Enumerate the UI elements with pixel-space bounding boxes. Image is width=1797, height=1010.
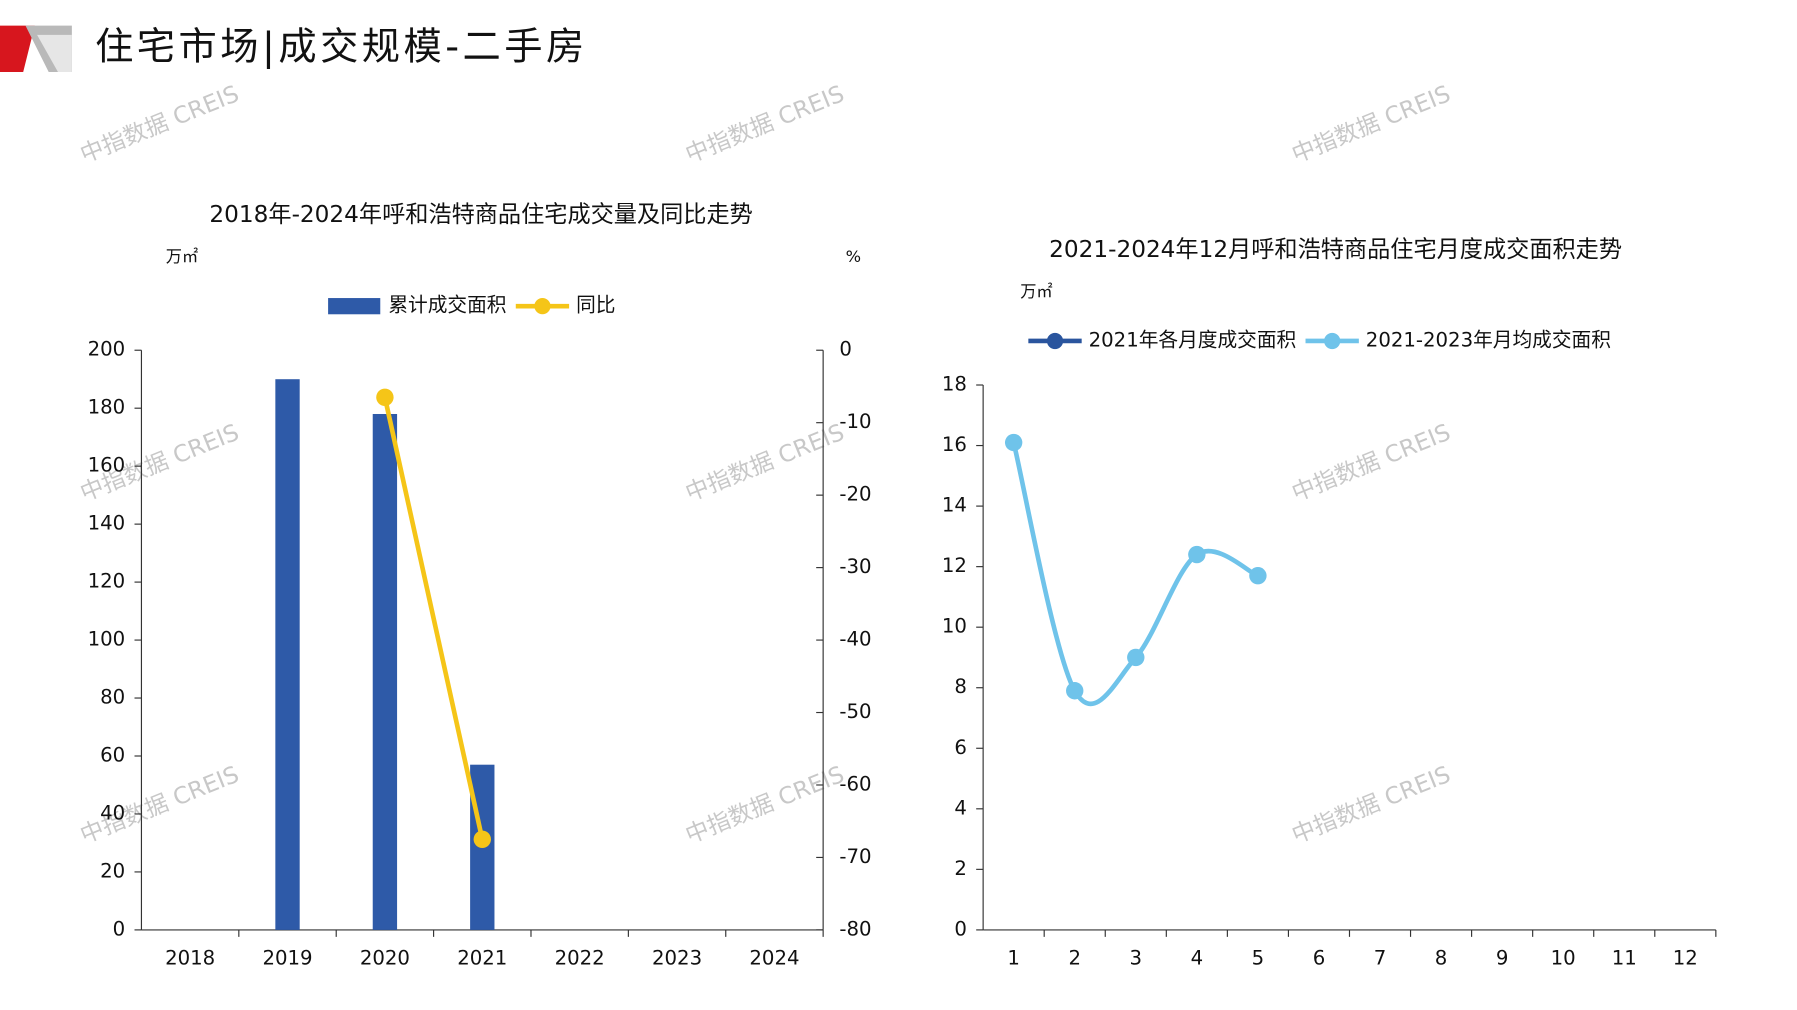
point — [473, 830, 491, 849]
logo-red — [0, 25, 35, 72]
x-tick-label: 4 — [1191, 946, 1204, 969]
y2-axis-unit: % — [846, 247, 861, 266]
legend-label: 同比 — [576, 294, 615, 317]
legend-marker — [1324, 332, 1341, 350]
point — [1004, 433, 1023, 452]
x-tick-label: 5 — [1252, 946, 1265, 969]
legend-marker — [1046, 332, 1064, 350]
legend-label: 累计成交面积 — [388, 294, 506, 317]
y-tick-label: 14 — [942, 494, 967, 517]
y2-tick-label: 0 — [839, 338, 852, 361]
x-tick-label: 2020 — [360, 946, 410, 969]
point — [1249, 567, 1267, 585]
y-axis-unit: 万㎡ — [1020, 282, 1052, 301]
y2-tick-label: -50 — [839, 700, 871, 723]
y-tick-label: 200 — [88, 338, 126, 361]
x-tick-label: 8 — [1435, 946, 1448, 969]
watermark: 中指数据 CREIS — [682, 80, 848, 168]
x-tick-label: 10 — [1551, 946, 1576, 969]
point — [376, 388, 394, 407]
watermark: 中指数据 CREIS — [1288, 419, 1454, 507]
y-tick-label: 18 — [942, 373, 967, 396]
x-tick-label: 2021 — [457, 946, 507, 969]
y2-tick-label: -30 — [839, 555, 871, 578]
y2-tick-label: -60 — [839, 772, 871, 795]
bar — [372, 413, 398, 930]
watermark: 中指数据 CREIS — [1288, 761, 1454, 849]
page-title: 住宅市场|成交规模-二手房 — [95, 24, 588, 69]
legend-swatch — [328, 298, 381, 315]
y-tick-label: 10 — [942, 615, 967, 638]
legend-label: 2021年各月度成交面积 — [1089, 328, 1297, 351]
x-tick-label: 7 — [1374, 946, 1387, 969]
y2-tick-label: -40 — [839, 628, 871, 651]
y-tick-label: 8 — [954, 675, 967, 698]
y2-tick-label: -80 — [839, 917, 871, 940]
x-tick-label: 2018 — [165, 946, 215, 969]
y-tick-label: 120 — [88, 570, 126, 593]
chart: 2021-2024年12月呼和浩特商品住宅月度成交面积走势万㎡024681012… — [942, 236, 1717, 969]
y-tick-label: 6 — [954, 736, 967, 759]
watermark: 中指数据 CREIS — [1288, 80, 1454, 168]
y-axis-unit: 万㎡ — [166, 247, 198, 266]
y-tick-label: 160 — [88, 454, 126, 477]
x-tick-label: 1 — [1007, 946, 1020, 969]
x-tick-label: 11 — [1612, 946, 1637, 969]
y-tick-label: 0 — [113, 917, 126, 940]
logo-light — [37, 34, 72, 72]
x-tick-label: 6 — [1313, 946, 1326, 969]
point — [1127, 648, 1145, 667]
x-tick-label: 2019 — [262, 946, 312, 969]
watermark: 中指数据 CREIS — [76, 80, 242, 168]
y-tick-label: 40 — [100, 801, 125, 824]
y2-tick-label: -20 — [839, 483, 871, 506]
y-tick-label: 100 — [88, 628, 126, 651]
y-tick-label: 80 — [100, 686, 125, 709]
y2-tick-label: -10 — [839, 410, 871, 433]
x-tick-label: 2022 — [555, 946, 605, 969]
chart-title: 2018年-2024年呼和浩特商品住宅成交量及同比走势 — [209, 201, 752, 228]
y-tick-label: 60 — [100, 744, 125, 767]
series-line — [382, 396, 485, 840]
y-tick-label: 12 — [942, 554, 967, 577]
y-tick-label: 140 — [88, 512, 126, 535]
y-tick-label: 4 — [954, 796, 967, 819]
x-tick-label: 2 — [1068, 946, 1081, 969]
y-tick-label: 180 — [88, 396, 126, 419]
legend-label: 2021-2023年月均成交面积 — [1366, 328, 1611, 351]
point — [1066, 682, 1084, 700]
x-tick-label: 3 — [1130, 946, 1143, 969]
y-tick-label: 20 — [100, 859, 125, 882]
y2-tick-label: -70 — [839, 845, 871, 868]
x-tick-label: 2023 — [652, 946, 702, 969]
point — [1188, 545, 1206, 564]
bar — [275, 379, 300, 930]
x-tick-label: 2024 — [749, 946, 799, 969]
x-tick-label: 12 — [1673, 946, 1698, 969]
chart-title: 2021-2024年12月呼和浩特商品住宅月度成交面积走势 — [1049, 236, 1622, 263]
y-tick-label: 2 — [954, 857, 967, 880]
x-tick-label: 9 — [1496, 946, 1509, 969]
legend-marker — [534, 298, 551, 315]
y-tick-label: 0 — [954, 917, 967, 940]
y-tick-label: 16 — [942, 433, 967, 456]
